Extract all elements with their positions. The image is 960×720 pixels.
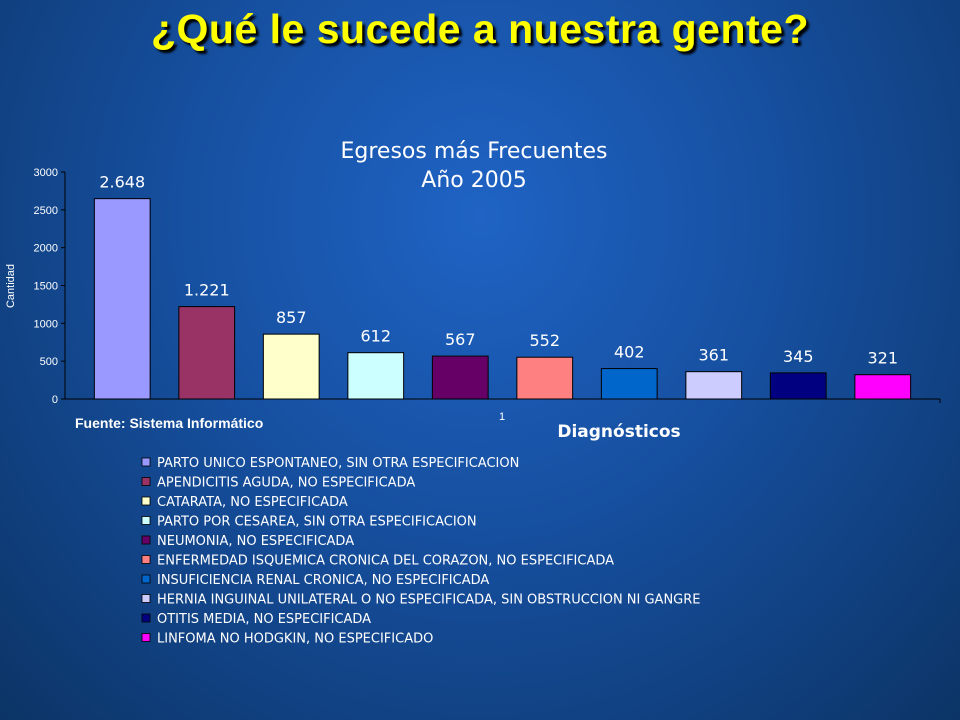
- bar: [516, 356, 574, 400]
- legend-swatch: [141, 594, 151, 603]
- legend-entry: LINFOMA NO HODGKIN, NO ESPECIFICADO: [157, 632, 433, 647]
- legend: PARTO UNICO ESPONTANEO, SIN OTRA ESPECIF…: [141, 456, 701, 647]
- legend-entry: APENDICITIS AGUDA, NO ESPECIFICADA: [157, 476, 415, 491]
- legend-swatch: [141, 477, 151, 486]
- bar-value-label: 552: [529, 331, 560, 350]
- y-axis-label: Cantidad: [5, 264, 17, 308]
- legend-swatch: [141, 574, 151, 584]
- bar: [262, 333, 320, 400]
- x-tick-label: 1: [499, 411, 505, 423]
- y-tick-label: 2500: [34, 205, 58, 217]
- bar: [854, 374, 912, 400]
- legend-entry: PARTO POR CESAREA, SIN OTRA ESPECIFICACI…: [157, 515, 477, 530]
- bar-value-label: 345: [783, 347, 814, 366]
- bar: [431, 355, 489, 400]
- bar: [347, 352, 405, 400]
- chart-title-line-1: Egresos más Frecuentes: [341, 139, 608, 164]
- legend-swatch: [141, 555, 151, 564]
- legend-entry: OTITIS MEDIA, NO ESPECIFICADA: [157, 612, 371, 627]
- legend-swatch: [141, 496, 151, 506]
- bar-value-label: 321: [867, 349, 898, 368]
- legend-swatch: [141, 633, 151, 642]
- legend-swatch: [141, 535, 151, 545]
- legend-entry: NEUMONIA, NO ESPECIFICADA: [157, 534, 354, 549]
- bar-value-label: 1.221: [184, 281, 230, 300]
- bar-value-label: 361: [698, 346, 729, 365]
- y-tick-label: 500: [40, 356, 58, 368]
- bar: [178, 306, 236, 400]
- slide-title: ¿Qué le sucede a nuestra gente?: [150, 6, 810, 52]
- bar-value-label: 612: [360, 327, 391, 346]
- y-tick-label: 1500: [34, 281, 58, 293]
- bar: [600, 368, 658, 400]
- bar-value-label: 567: [445, 330, 476, 349]
- legend-entry: INSUFICIENCIA RENAL CRONICA, NO ESPECIFI…: [157, 573, 489, 588]
- source-note: Fuente: Sistema Informático: [75, 415, 263, 431]
- y-tick-label: 2000: [34, 243, 58, 255]
- bar-value-label: 2.648: [99, 173, 145, 192]
- legend-swatch: [141, 457, 151, 467]
- y-tick-label: 0: [52, 394, 58, 406]
- legend-swatch: [141, 516, 151, 525]
- y-tick-label: 1000: [34, 318, 58, 330]
- bars: 2.648 1.221 857 612 567 552 402 361 345 321: [93, 173, 912, 400]
- legend-entry: PARTO UNICO ESPONTANEO, SIN OTRA ESPECIF…: [157, 456, 519, 471]
- legend-entry: CATARATA, NO ESPECIFICADA: [157, 495, 348, 510]
- bar: [93, 198, 151, 400]
- bar: [685, 371, 743, 400]
- x-axis-label: Diagnósticos: [557, 422, 680, 442]
- bar-value-label: 402: [614, 343, 645, 362]
- legend-swatch: [141, 613, 151, 623]
- bar: [769, 372, 827, 400]
- chart-title-line-2: Año 2005: [421, 168, 526, 193]
- bar-value-label: 857: [276, 308, 307, 327]
- y-tick-label: 3000: [34, 167, 58, 179]
- legend-entry: HERNIA INGUINAL UNILATERAL O NO ESPECIFI…: [157, 593, 701, 608]
- legend-entry: ENFERMEDAD ISQUEMICA CRONICA DEL CORAZON…: [157, 554, 614, 569]
